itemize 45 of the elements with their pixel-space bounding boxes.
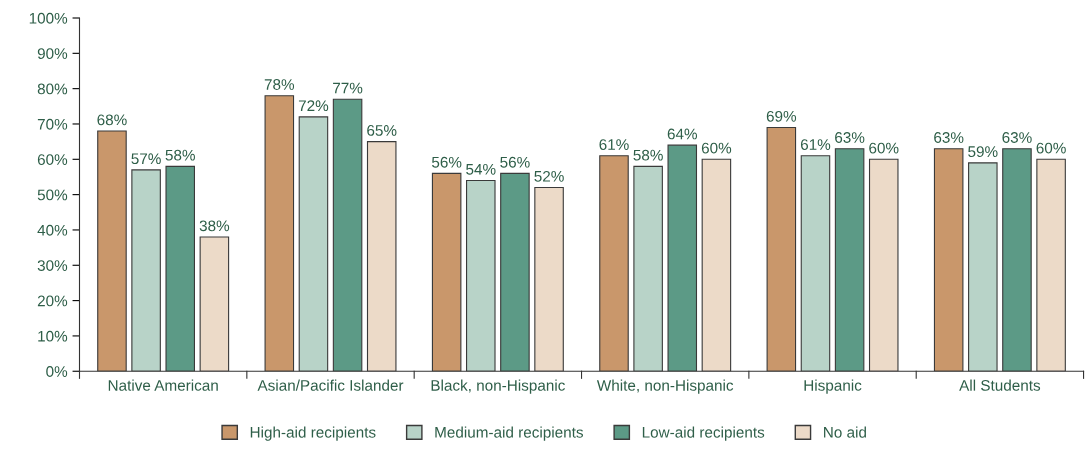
- data-label: 77%: [333, 82, 363, 94]
- data-label: 60%: [869, 142, 899, 154]
- y-tick-label: 50%: [37, 189, 68, 201]
- data-label: 38%: [199, 220, 230, 232]
- y-tick-label: 10%: [38, 330, 68, 342]
- data-label: 68%: [97, 114, 127, 126]
- data-label: 65%: [367, 125, 397, 136]
- data-label: 57%: [131, 153, 161, 165]
- data-label: 63%: [1002, 132, 1032, 143]
- data-label: 60%: [701, 142, 732, 154]
- data-label: 63%: [835, 132, 865, 143]
- data-label: 58%: [165, 149, 195, 161]
- y-tick-label: 100%: [29, 12, 68, 24]
- data-label: 58%: [633, 149, 663, 161]
- data-label: 52%: [534, 170, 564, 182]
- y-tick-label: 80%: [37, 83, 68, 95]
- data-label: 56%: [431, 156, 462, 168]
- data-label: 56%: [500, 156, 530, 168]
- data-label: 78%: [264, 79, 295, 90]
- legend-label: Low-aid recipients: [642, 426, 765, 441]
- y-tick-label: 30%: [37, 260, 68, 271]
- data-label: 54%: [466, 163, 496, 175]
- x-tick-label: White, non-Hispanic: [596, 379, 734, 394]
- y-tick-label: 90%: [37, 48, 68, 60]
- x-tick-label: All Students: [959, 379, 1041, 391]
- legend-label: High-aid recipients: [250, 426, 376, 441]
- data-label: 59%: [968, 146, 998, 158]
- data-label: 60%: [1036, 142, 1066, 154]
- data-label: 72%: [298, 100, 329, 112]
- x-tick-label: Hispanic: [804, 379, 862, 394]
- x-tick-label: Native American: [108, 379, 218, 391]
- y-tick-label: 20%: [37, 295, 68, 307]
- legend-label: Medium-aid recipients: [435, 426, 584, 441]
- data-label: 61%: [599, 139, 629, 150]
- x-tick-label: Asian/Pacific Islander: [257, 379, 404, 391]
- data-label: 61%: [800, 139, 831, 150]
- x-tick-label: Black, non-Hispanic: [431, 379, 565, 394]
- legend-label: No aid: [824, 426, 866, 438]
- data-label: 63%: [934, 132, 964, 143]
- y-tick-label: 70%: [37, 118, 68, 130]
- data-label: 69%: [766, 110, 797, 122]
- y-tick-label: 60%: [37, 154, 68, 165]
- y-tick-label: 40%: [37, 224, 68, 236]
- y-tick-label: 0%: [46, 366, 68, 377]
- data-label: 64%: [667, 128, 698, 140]
